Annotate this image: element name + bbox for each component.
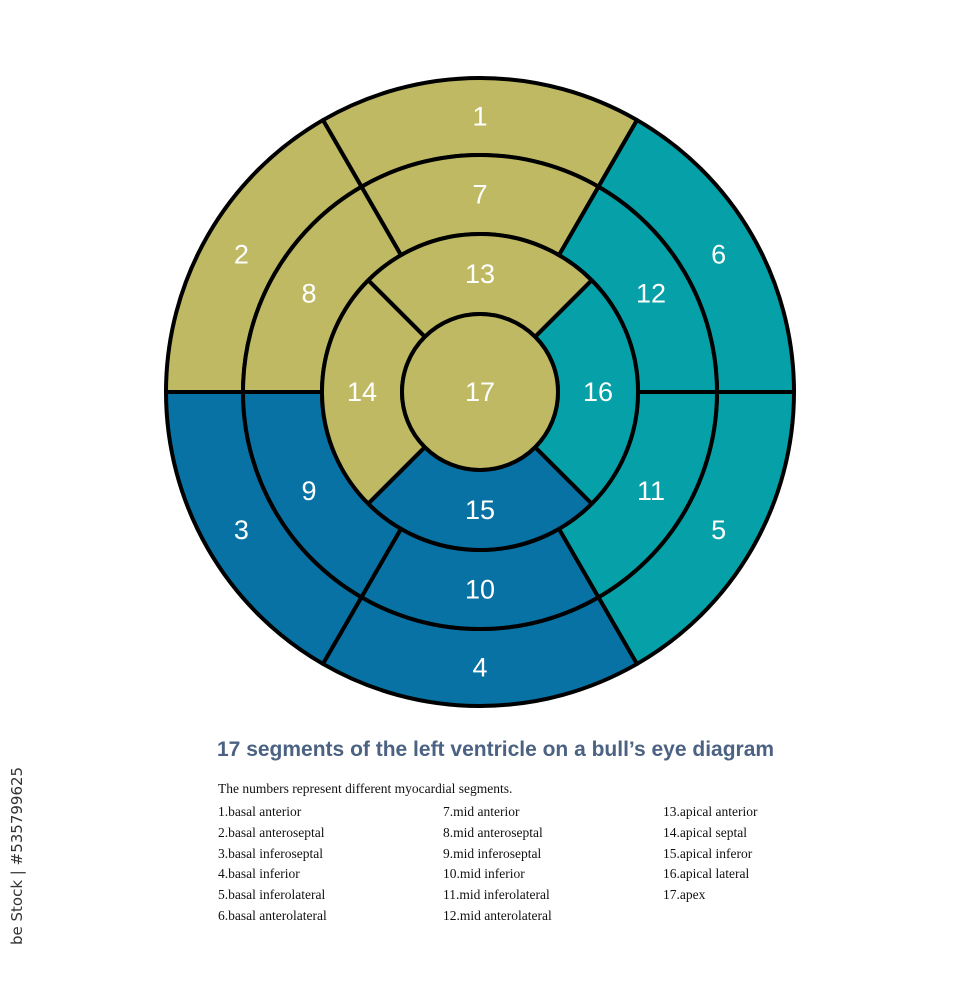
segment-label-1: 1	[472, 102, 487, 132]
legend-item: 3.basal inferoseptal	[218, 845, 323, 861]
legend-item: 1.basal anterior	[218, 804, 302, 819]
legend-column-basal: 1.basal anterior 2.basal anteroseptal 3.…	[218, 802, 327, 927]
segment-label-13: 13	[465, 259, 495, 289]
segment-label-12: 12	[636, 278, 666, 308]
legend-item: 12.mid anterolateral	[443, 907, 552, 923]
legend-item: 6.basal anterolateral	[218, 907, 327, 923]
diagram-title: 17 segments of the left ventricle on a b…	[217, 738, 775, 761]
legend-item: 13.apical anterior	[663, 804, 758, 819]
legend-item: 8.mid anteroseptal	[443, 824, 543, 840]
legend-item: 14.apical septal	[663, 824, 747, 840]
segment-label-2: 2	[234, 239, 249, 269]
segment-label-3: 3	[234, 515, 249, 545]
legend-intro: The numbers represent different myocardi…	[218, 781, 513, 796]
segment-label-9: 9	[301, 476, 316, 506]
segment-label-17: 17	[465, 377, 495, 407]
legend-item: 10.mid inferior	[443, 866, 525, 882]
legend-item: 17.apex	[663, 887, 706, 903]
segment-label-4: 4	[472, 653, 487, 683]
segment-label-14: 14	[347, 377, 377, 407]
legend-item: 4.basal inferior	[218, 866, 300, 882]
segment-17	[400, 312, 560, 472]
legend-item: 16.apical lateral	[663, 866, 750, 882]
legend-item: 7.mid anterior	[443, 804, 520, 819]
segment-label-10: 10	[465, 575, 495, 605]
legend-item: 2.basal anteroseptal	[218, 824, 325, 840]
legend-item: 5.basal inferolateral	[218, 887, 326, 903]
segment-label-16: 16	[583, 377, 613, 407]
legend-column-mid: 7.mid anterior 8.mid anteroseptal 9.mid …	[443, 802, 552, 927]
segment-label-15: 15	[465, 495, 495, 525]
segment-label-8: 8	[301, 278, 316, 308]
segment-label-11: 11	[637, 476, 665, 506]
legend-item: 9.mid inferoseptal	[443, 845, 542, 861]
legend-item: 15.apical inferor	[663, 845, 753, 861]
watermark-id: be Stock | #535799625	[8, 766, 26, 945]
segment-label-7: 7	[472, 180, 487, 210]
legend-item: 11.mid inferolateral	[443, 887, 550, 903]
segment-label-6: 6	[711, 239, 726, 269]
segment-label-5: 5	[711, 515, 726, 545]
legend-column-apical: 13.apical anterior 14.apical septal 15.a…	[663, 802, 757, 906]
